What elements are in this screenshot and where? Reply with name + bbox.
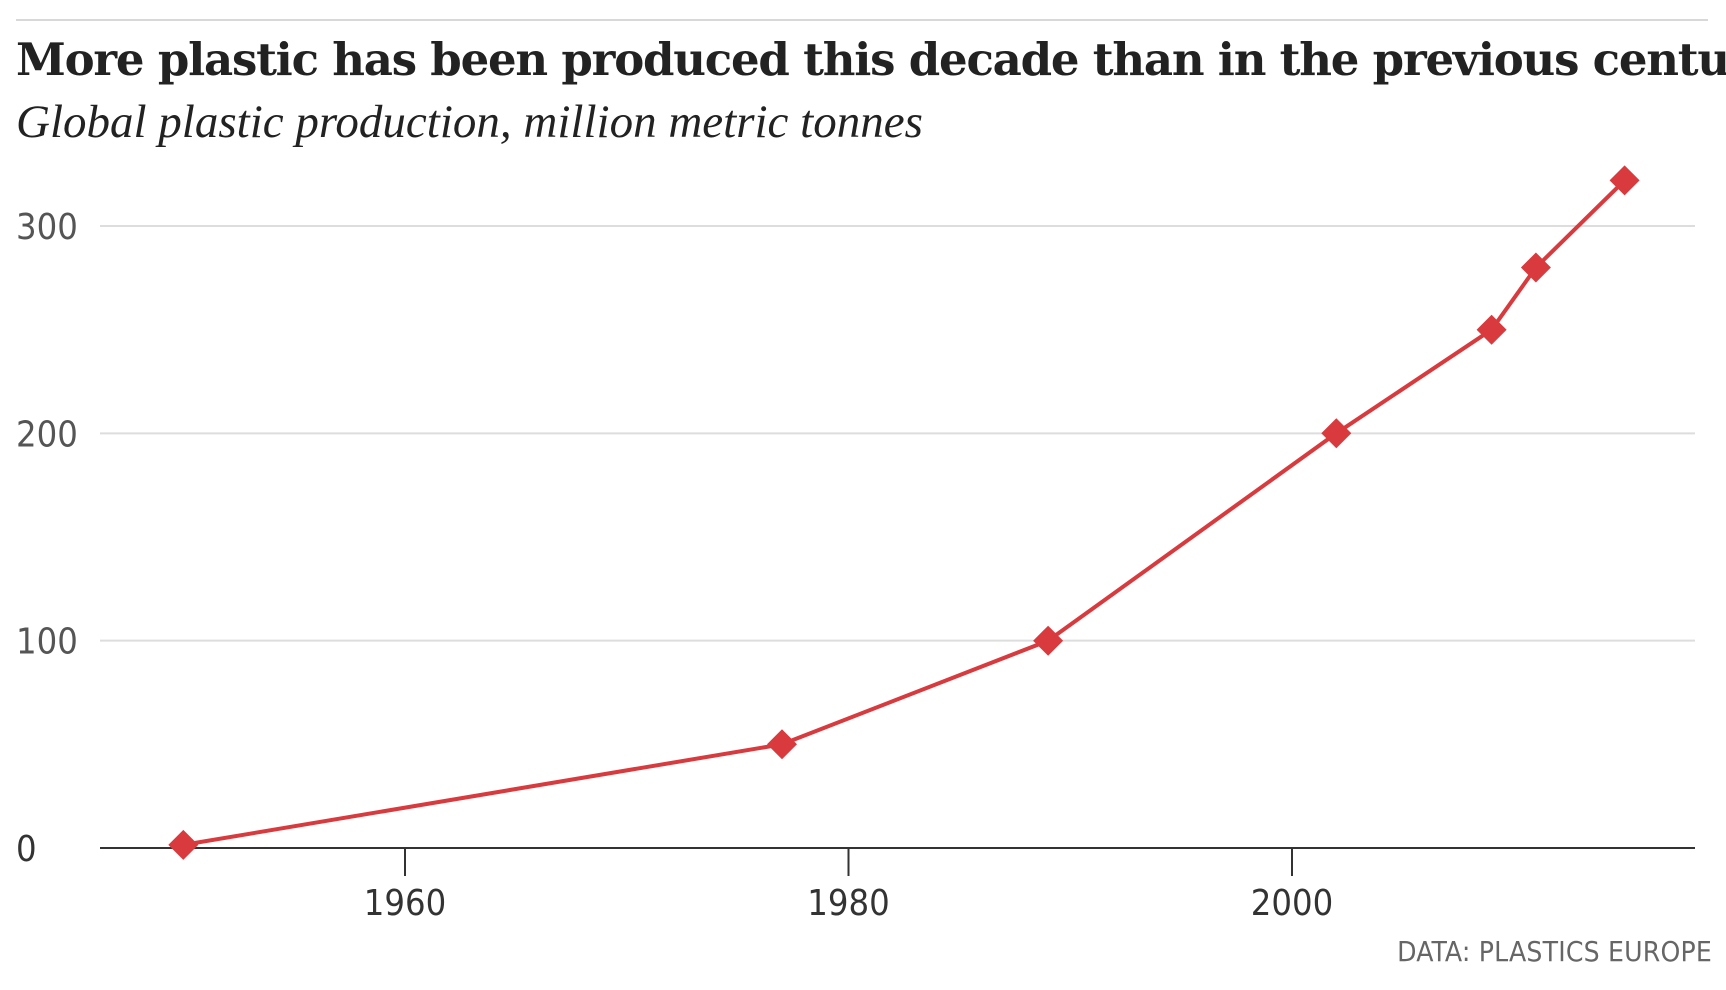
top-rule — [16, 19, 1708, 21]
y-tick-label-0: 0 — [16, 829, 37, 870]
data-point-1950 — [168, 829, 199, 860]
series-line-0 — [182, 178, 1627, 847]
axis-layer — [100, 847, 1695, 876]
chart-title: More plastic has been produced this deca… — [16, 33, 1726, 86]
x-tick-label-2000: 2000 — [1251, 883, 1333, 924]
label-layer: 0 100 200 300 1960 1980 2000 — [16, 207, 1333, 924]
y-tick-label-300: 300 — [16, 207, 78, 248]
data-point-1977 — [767, 729, 797, 760]
y-tick-label-200: 200 — [16, 414, 78, 455]
y-tick-label-100: 100 — [16, 622, 78, 663]
data-point-2009 — [1476, 314, 1507, 345]
data-point-2015 — [1609, 165, 1640, 196]
x-tick-label-1960: 1960 — [364, 883, 446, 924]
series-layer — [168, 165, 1640, 860]
x-tick-label-1980: 1980 — [807, 883, 889, 924]
data-point-1989 — [1033, 625, 1064, 656]
data-point-2011 — [1520, 252, 1551, 283]
chart-subtitle: Global plastic production, million metri… — [16, 96, 923, 148]
data-point-2002 — [1321, 418, 1352, 449]
grid-layer — [100, 225, 1695, 642]
data-source: DATA: PLASTICS EUROPE — [1397, 935, 1712, 968]
